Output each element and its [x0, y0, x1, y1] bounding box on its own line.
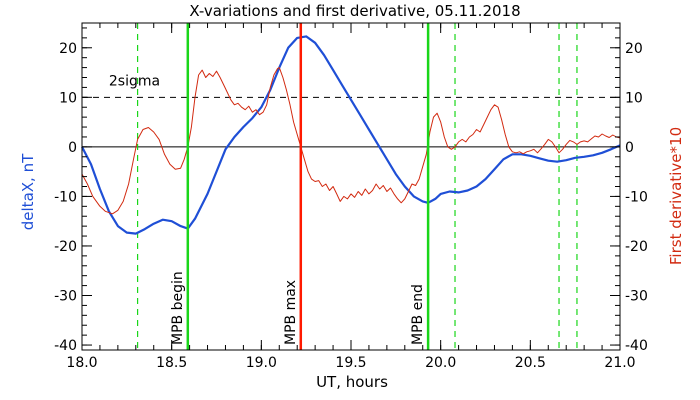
- y-tick-label-left-4: -20: [54, 239, 77, 255]
- y-tick-label-left-0: 20: [59, 41, 77, 57]
- mpb-label-2: MPB end: [410, 284, 426, 345]
- x-tick-label-0: 18.0: [66, 355, 97, 371]
- mpb-label-0: MPB begin: [170, 271, 186, 345]
- y-tick-label-right-6: -40: [625, 338, 648, 354]
- y-axis-label-right: First derivative*10: [667, 127, 685, 265]
- threshold-label: 2sigma: [109, 73, 160, 89]
- y-tick-label-right-0: 20: [625, 41, 643, 57]
- y-tick-label-right-2: 0: [625, 140, 634, 156]
- y-tick-label-left-5: -30: [54, 289, 77, 305]
- x-tick-label-4: 20.0: [425, 355, 456, 371]
- series-derivative-line: [81, 67, 621, 215]
- x-tick-label-3: 19.5: [335, 355, 366, 371]
- y-tick-label-left-6: -40: [54, 338, 77, 354]
- x-tick-label-6: 21.0: [604, 355, 635, 371]
- y-tick-label-right-3: -10: [625, 189, 648, 205]
- y-tick-label-right-1: 10: [625, 90, 643, 106]
- x-axis-label: UT, hours: [316, 373, 388, 391]
- y-tick-label-left-2: 0: [68, 140, 77, 156]
- y-tick-label-right-5: -30: [625, 289, 648, 305]
- series-deltax-line: [81, 35, 621, 235]
- chart-title: X-variations and first derivative, 05.11…: [189, 2, 520, 20]
- x-tick-label-2: 19.0: [246, 355, 277, 371]
- x-tick-label-5: 20.5: [515, 355, 546, 371]
- plot-frame: [81, 22, 621, 351]
- y-axis-label-left: deltaX, nT: [19, 153, 37, 230]
- mpb-label-1: MPB max: [283, 280, 299, 345]
- y-tick-label-left-3: -10: [54, 189, 77, 205]
- x-tick-label-1: 18.5: [156, 355, 187, 371]
- plot-area: 2sigma MPB begin MPB max MPB end 18.0 18.5 19.…: [54, 22, 648, 371]
- y-tick-label-right-4: -20: [625, 239, 648, 255]
- y-tick-label-left-1: 10: [59, 90, 77, 106]
